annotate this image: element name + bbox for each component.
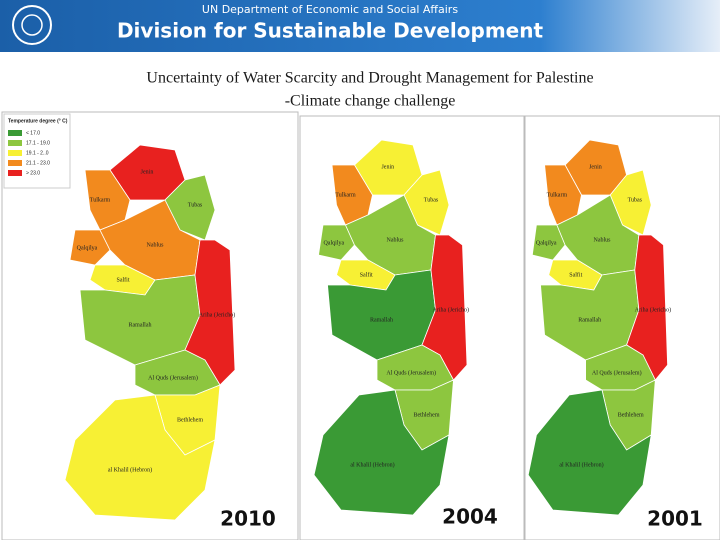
region-label: Qalqilya	[536, 240, 557, 246]
legend-label: > 23.0	[26, 170, 40, 176]
legend-swatch	[8, 130, 22, 136]
region-label: Salfit	[360, 271, 373, 278]
region	[527, 389, 652, 516]
map-year: 2010	[220, 507, 276, 531]
region-label: Al Quds (Jerusalem)	[148, 374, 198, 381]
legend-label: < 17.0	[26, 130, 40, 136]
region-label: Ariha (Jericho)	[199, 311, 235, 318]
title-line1: Uncertainty of Water Scarcity and Drough…	[146, 70, 593, 87]
legend: Temperature degree (° C) < 17.0 17.1 - 19.…	[3, 113, 71, 189]
header-line2: Division for Sustainable Development	[117, 19, 544, 43]
map-panel: Jenin Tubas Tulkarm Qalqilya Nablus Salfit Ram…	[299, 115, 525, 540]
legend-label: 17.1 - 19.0	[26, 140, 50, 146]
region	[531, 224, 566, 261]
un-logo-inner	[21, 14, 43, 36]
legend-label: 21.1 - 23.0	[26, 160, 50, 166]
region	[313, 389, 450, 516]
header-line1: UN Department of Economic and Social Aff…	[202, 3, 458, 16]
region-label: Tulkarm	[90, 197, 111, 203]
region-label: al Khalil (Hebron)	[559, 461, 603, 468]
region-label: Tubas	[188, 202, 203, 208]
legend-swatch	[8, 170, 22, 176]
region	[64, 394, 216, 521]
region-label: Jenin	[589, 164, 602, 170]
region-label: Salfit	[569, 271, 582, 278]
region-label: Tubas	[424, 197, 439, 203]
un-logo	[12, 5, 52, 45]
region	[69, 229, 111, 266]
region-label: Bethlehem	[618, 412, 644, 418]
region-label: Ariha (Jericho)	[635, 306, 671, 313]
region-label: Salfit	[117, 276, 130, 283]
region-label: Al Quds (Jerusalem)	[592, 369, 642, 376]
region-label: Tulkarm	[547, 192, 568, 198]
region-label: Nablus	[387, 237, 405, 243]
region-label: Ariha (Jericho)	[433, 306, 469, 313]
legend-swatch	[8, 160, 22, 166]
map-year: 2001	[647, 507, 703, 531]
region-label: Qalqilya	[77, 245, 98, 251]
region-label: Nablus	[147, 242, 165, 248]
region-label: Nablus	[594, 237, 612, 243]
region-label: Ramallah	[578, 317, 601, 323]
region-label: Ramallah	[370, 317, 393, 323]
region-label: al Khalil (Hebron)	[108, 466, 152, 473]
header-band	[0, 0, 720, 52]
region-label: Jenin	[141, 169, 154, 175]
region	[318, 224, 355, 261]
region-label: Al Quds (Jerusalem)	[386, 369, 436, 376]
region-label: Tubas	[628, 197, 643, 203]
title-line2: -Climate change challenge	[285, 93, 456, 110]
legend-label: 19.1 - 2..0	[26, 150, 49, 156]
region-label: al Khalil (Hebron)	[350, 461, 394, 468]
map-panel: Jenin Tubas Tulkarm Qalqilya Nablus Salfit Ram…	[1, 111, 299, 540]
map-year: 2004	[442, 505, 498, 529]
legend-title: Temperature degree (° C)	[8, 118, 68, 124]
region-label: Tulkarm	[335, 192, 356, 198]
region-label: Bethlehem	[414, 412, 440, 418]
legend-swatch	[8, 150, 22, 156]
region-label: Ramallah	[129, 322, 152, 328]
region-label: Qalqilya	[323, 240, 344, 246]
region-label: Bethlehem	[177, 417, 203, 423]
region-label: Jenin	[381, 164, 394, 170]
map-panel: Jenin Tubas Tulkarm Qalqilya Nablus Salfit Ram…	[524, 115, 720, 540]
legend-swatch	[8, 140, 22, 146]
